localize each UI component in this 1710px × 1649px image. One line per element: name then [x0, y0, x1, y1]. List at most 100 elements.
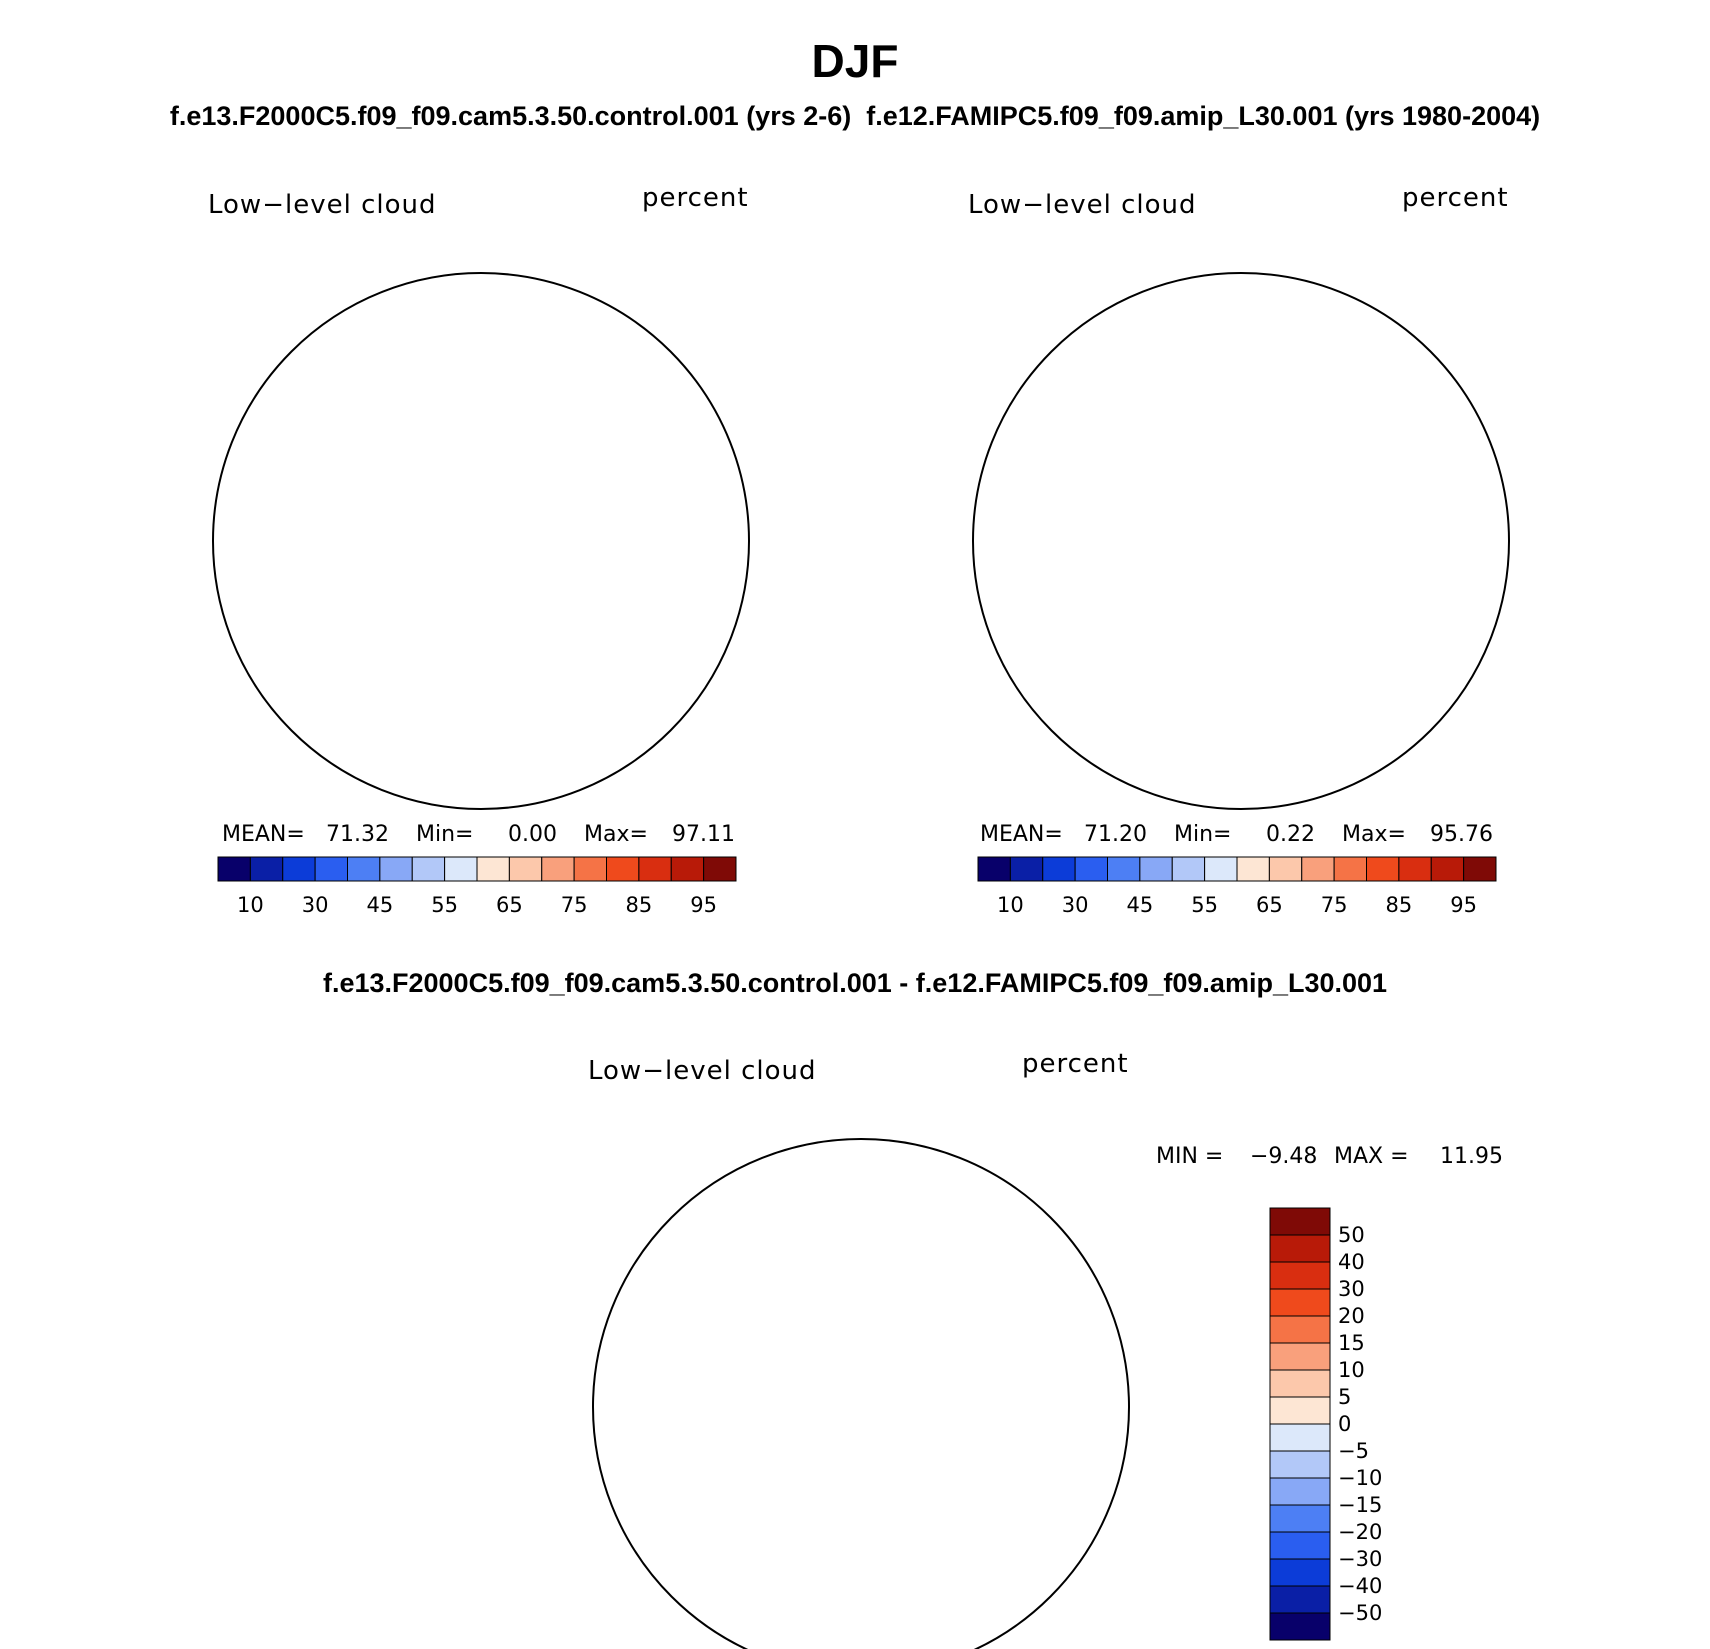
difference-colorbar-swatch-15 [1269, 1612, 1331, 1641]
panel1-colorbar-swatch-13 [638, 856, 672, 882]
panel2-map [972, 272, 1510, 810]
panel1-colorbar-swatch-14 [670, 856, 705, 882]
difference-colorbar-tick-label: 50 [1338, 1223, 1365, 1247]
panel2-mean-label: MEAN= [980, 822, 1063, 847]
panel1-colorbar-tick-label: 85 [625, 893, 653, 917]
panel2-colorbar-tick-label: 45 [1126, 893, 1154, 917]
cases-subtitle: f.e13.F2000C5.f09_f09.cam5.3.50.control.… [169, 101, 1541, 131]
panel2-min-label: Min= [1174, 822, 1232, 847]
panel2-colorbar-swatch-10 [1301, 856, 1335, 882]
difference-colorbar-tick-label: −15 [1338, 1493, 1383, 1517]
difference-colorbar-swatch-6 [1269, 1369, 1331, 1398]
panel3-max-value: 11.95 [1440, 1144, 1503, 1169]
panel1-colorbar-tick-label: 10 [237, 893, 264, 917]
panel1-colorbar-swatch-8 [476, 856, 510, 882]
panel1-colorbar-swatch-15 [703, 856, 737, 882]
difference-colorbar-tick-label: 15 [1338, 1331, 1365, 1355]
difference-colorbar-tick-label: −30 [1338, 1547, 1383, 1571]
difference-colorbar-swatch-14 [1269, 1585, 1331, 1614]
panel2-mean-value: 71.20 [1084, 822, 1147, 847]
difference-colorbar-swatch-9 [1269, 1450, 1331, 1479]
panel2-colorbar-tick-label: 30 [1061, 893, 1089, 917]
panel2-min-value: 0.22 [1266, 822, 1315, 847]
difference-colorbar-swatch-8 [1269, 1423, 1331, 1452]
panel3-max-label: MAX = [1334, 1144, 1409, 1169]
difference-colorbar-tick-label: −40 [1338, 1574, 1383, 1598]
panel3-variable-label: Low−level cloud [588, 1056, 817, 1086]
difference-colorbar-swatch-7 [1269, 1396, 1331, 1425]
panel2-colorbar-tick-label: 65 [1256, 893, 1283, 917]
panel2-colorbar-swatch-12 [1366, 856, 1400, 882]
difference-colorbar-swatch-5 [1269, 1342, 1331, 1371]
panel1-colorbar-swatch-12 [606, 856, 640, 882]
panel2-colorbar-tick-label: 55 [1191, 893, 1218, 917]
panel1-colorbar-tick-label: 30 [301, 893, 329, 917]
panel2-colorbar-tick-label: 75 [1320, 893, 1348, 917]
difference-title: f.e13.F2000C5.f09_f09.cam5.3.50.control.… [322, 968, 1388, 998]
panel2-colorbar-tick-label: 85 [1385, 893, 1413, 917]
panel1-colorbar-swatch-7 [444, 856, 478, 882]
panel1-colorbar-tick-label: 95 [690, 893, 717, 917]
panel3-min-value: −9.48 [1250, 1144, 1318, 1169]
panel1-colorbar-swatch-10 [541, 856, 575, 882]
panel1-colorbar-swatch-2 [282, 856, 316, 882]
panel1-units-label: percent [642, 183, 749, 213]
panel2-colorbar-swatch-1 [1009, 856, 1044, 882]
panel2-colorbar-swatch-8 [1236, 856, 1270, 882]
difference-colorbar-tick-label: 10 [1338, 1358, 1365, 1382]
figure-title: DJF [811, 35, 899, 87]
difference-colorbar-tick-label: −5 [1338, 1439, 1369, 1463]
difference-colorbar-swatch-10 [1269, 1477, 1331, 1506]
panel3-map [592, 1138, 1130, 1649]
difference-colorbar-swatch-3 [1269, 1288, 1331, 1317]
panel1-colorbar-swatch-11 [573, 856, 607, 882]
panel1-colorbar-tick-label: 65 [496, 893, 523, 917]
panel2-max-label: Max= [1342, 822, 1406, 847]
difference-colorbar-tick-label: 40 [1338, 1250, 1365, 1274]
panel1-max-label: Max= [584, 822, 648, 847]
difference-colorbar-tick-label: −50 [1338, 1601, 1383, 1625]
panel1-mean-value: 71.32 [326, 822, 389, 847]
difference-colorbar-swatch-0 [1269, 1207, 1331, 1236]
panel1-colorbar-tick-label: 55 [431, 893, 458, 917]
difference-colorbar-tick-label: 0 [1338, 1412, 1352, 1436]
panel1-colorbar-tick-label: 75 [560, 893, 588, 917]
panel1-min-value: 0.00 [508, 822, 557, 847]
panel2-colorbar [977, 856, 1497, 882]
panel2-colorbar-swatch-15 [1463, 856, 1497, 882]
panel2-colorbar-swatch-9 [1268, 856, 1303, 882]
panel1-colorbar-swatch-3 [314, 856, 348, 882]
panel2-colorbar-swatch-14 [1430, 856, 1465, 882]
difference-colorbar-tick-label: 30 [1338, 1277, 1365, 1301]
panel2-colorbar-swatch-3 [1074, 856, 1108, 882]
panel2-colorbar-tick-label: 95 [1450, 893, 1477, 917]
difference-colorbar-swatch-1 [1269, 1234, 1331, 1263]
panel1-max-value: 97.11 [672, 822, 735, 847]
panel2-colorbar-swatch-2 [1042, 856, 1076, 882]
panel2-colorbar-swatch-11 [1333, 856, 1367, 882]
panel1-colorbar [217, 856, 737, 882]
panel1-colorbar-swatch-1 [249, 856, 284, 882]
panel3-units-label: percent [1022, 1049, 1129, 1079]
panel1-colorbar-swatch-6 [411, 856, 446, 882]
panel2-colorbar-swatch-0 [977, 856, 1011, 882]
difference-colorbar-tick-label: −10 [1338, 1466, 1383, 1490]
panel2-colorbar-swatch-13 [1398, 856, 1432, 882]
panel2-colorbar-swatch-7 [1204, 856, 1238, 882]
difference-colorbar-swatch-13 [1269, 1558, 1331, 1587]
difference-colorbar-swatch-11 [1269, 1504, 1331, 1533]
difference-colorbar-tick-label: 20 [1338, 1304, 1365, 1328]
panel1-variable-label: Low−level cloud [208, 190, 437, 220]
panel1-colorbar-swatch-4 [347, 856, 381, 882]
panel2-colorbar-swatch-4 [1107, 856, 1141, 882]
panel1-mean-label: MEAN= [222, 822, 305, 847]
difference-colorbar-swatch-2 [1269, 1261, 1331, 1290]
panel2-variable-label: Low−level cloud [968, 190, 1197, 220]
panel1-map [212, 272, 750, 810]
difference-colorbar-tick-label: 5 [1338, 1385, 1352, 1409]
panel2-colorbar-swatch-5 [1139, 856, 1173, 882]
panel1-colorbar-swatch-5 [379, 856, 413, 882]
panel2-max-value: 95.76 [1430, 822, 1493, 847]
panel1-min-label: Min= [416, 822, 474, 847]
